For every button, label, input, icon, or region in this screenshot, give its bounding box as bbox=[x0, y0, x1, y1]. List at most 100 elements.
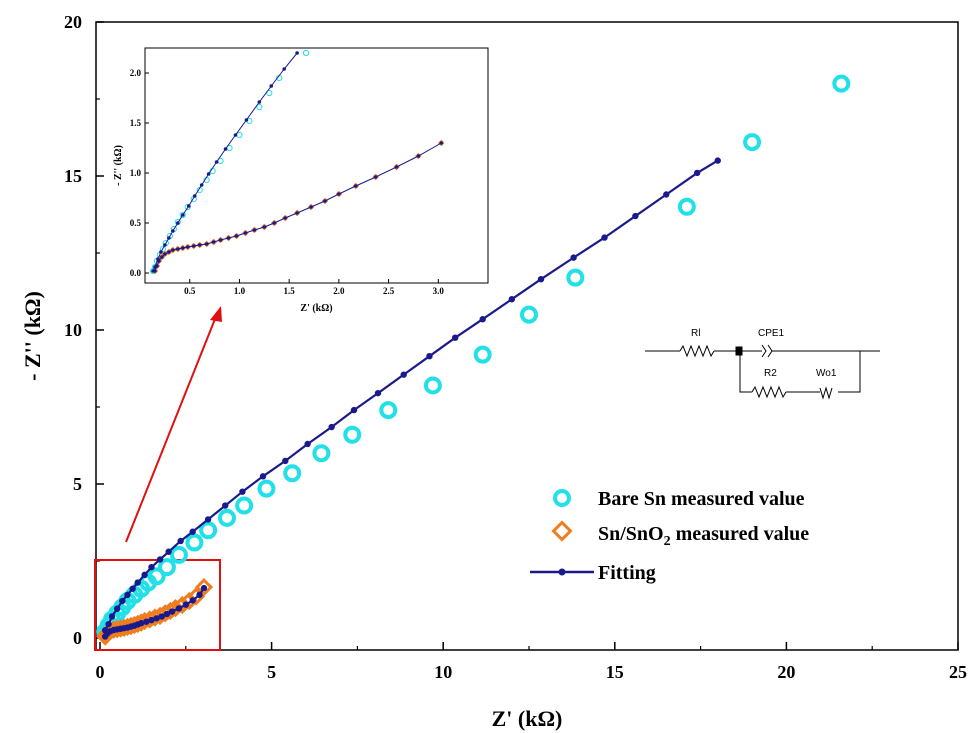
fit-point bbox=[439, 141, 444, 145]
fit-point bbox=[452, 334, 459, 341]
fit-point bbox=[197, 243, 202, 247]
bare-sn-point bbox=[257, 479, 276, 498]
x-tick-label: 5 bbox=[267, 662, 276, 682]
y-tick-label: 0 bbox=[73, 628, 82, 648]
warburg-icon bbox=[819, 386, 833, 400]
fit-point bbox=[156, 556, 164, 563]
series-group bbox=[101, 157, 721, 634]
fit-point bbox=[537, 275, 545, 283]
fit-point bbox=[211, 240, 216, 244]
cpe-icon-left bbox=[761, 344, 767, 358]
fit-point bbox=[105, 620, 112, 628]
fit-point bbox=[632, 212, 639, 220]
circuit-label-r2: R2 bbox=[764, 368, 777, 379]
bare-sn-point bbox=[266, 89, 273, 97]
fit-point bbox=[124, 591, 131, 599]
sn-sno2-point bbox=[174, 245, 182, 253]
fit-point bbox=[508, 296, 516, 303]
inset-plot-frame bbox=[144, 47, 489, 284]
fit-point bbox=[189, 597, 196, 604]
inset-x-tick-label: 1.0 bbox=[234, 286, 246, 296]
bare-sn-point bbox=[147, 567, 166, 586]
legend-label-sn-sno2-base: Sn/SnO bbox=[598, 523, 664, 545]
inset-x-tick-label: 1.5 bbox=[284, 286, 296, 296]
legend-marker-bare-sn bbox=[553, 489, 571, 507]
inset-axes: 0.5 1.0 1.5 2.0 2.5 3.0 0.0 0.5 1.0 1.5 2.0 bbox=[130, 68, 445, 296]
fit-point bbox=[243, 231, 248, 235]
bare-sn-point bbox=[343, 425, 362, 444]
sn-sno2-point bbox=[184, 243, 192, 251]
fit-point bbox=[693, 169, 701, 177]
fit-point bbox=[200, 584, 208, 592]
fit-point bbox=[244, 118, 249, 122]
fit-point bbox=[259, 473, 267, 480]
inset-y-axis-title: - Z'' (kΩ) bbox=[113, 145, 124, 186]
legend-label-fitting: Fitting bbox=[598, 562, 656, 584]
fit-point bbox=[234, 234, 239, 238]
y-tick-label: 15 bbox=[64, 166, 82, 186]
fit-point bbox=[175, 605, 183, 612]
fit-point bbox=[239, 488, 246, 495]
sn-sno2-point bbox=[437, 139, 445, 147]
fit-point bbox=[479, 316, 486, 323]
sn-sno2-point bbox=[196, 241, 203, 249]
fit-point bbox=[283, 216, 287, 220]
fit-point bbox=[180, 246, 185, 250]
bare-sn-point bbox=[179, 211, 186, 219]
fit-point bbox=[714, 157, 721, 164]
fit-point bbox=[153, 269, 157, 273]
bare-sn-point bbox=[312, 444, 331, 463]
fit-point bbox=[196, 591, 203, 599]
inset-x-axis-title: Z' (kΩ) bbox=[300, 303, 332, 314]
fit-point bbox=[180, 213, 185, 217]
series-group bbox=[101, 584, 208, 640]
bare-sn-point bbox=[473, 345, 492, 364]
circuit-label-cpe1: CPE1 bbox=[758, 328, 785, 339]
y-tick-label: 5 bbox=[73, 474, 82, 494]
inset-x-tick-label: 0.5 bbox=[184, 286, 196, 296]
bare-sn-point bbox=[199, 521, 218, 540]
fit-point bbox=[177, 537, 184, 545]
fit-point bbox=[269, 84, 274, 88]
fit-point bbox=[186, 204, 191, 208]
fit-point bbox=[141, 571, 148, 579]
fit-point bbox=[374, 389, 382, 397]
fit-point bbox=[134, 579, 141, 586]
fit-point bbox=[252, 228, 257, 232]
bare-sn-point bbox=[184, 203, 191, 211]
fit-point bbox=[295, 211, 299, 215]
fit-point bbox=[416, 154, 421, 158]
fit-point bbox=[148, 616, 155, 624]
circuit-label-wo1: Wo1 bbox=[816, 368, 837, 379]
fit-point bbox=[167, 236, 171, 240]
fit-point bbox=[148, 563, 155, 571]
fit-point bbox=[350, 406, 358, 414]
fit-point bbox=[176, 221, 180, 225]
fit-point bbox=[337, 192, 341, 196]
inset-y-tick-label: 1.5 bbox=[130, 118, 142, 128]
legend-label-sn-sno2-sub: 2 bbox=[664, 534, 671, 549]
bare-sn-point bbox=[677, 197, 696, 216]
fit-point bbox=[353, 184, 358, 188]
fit-point bbox=[223, 147, 228, 151]
fit-point bbox=[262, 225, 267, 229]
x-tick-label: 10 bbox=[434, 662, 452, 682]
main-series bbox=[96, 74, 851, 646]
sn-sno2-point bbox=[161, 601, 180, 621]
fit-point bbox=[222, 502, 229, 509]
main-plot-frame bbox=[95, 21, 959, 651]
inset-y-tick-label: 0.5 bbox=[130, 218, 142, 228]
fit-point bbox=[182, 601, 189, 608]
fit-point bbox=[191, 244, 196, 248]
x-tick-label: 15 bbox=[606, 662, 624, 682]
legend: Bare Sn measured value Sn/SnO2 measured … bbox=[530, 488, 809, 584]
fit-point bbox=[214, 160, 219, 164]
fit-point bbox=[143, 618, 150, 625]
bare-sn-point bbox=[743, 133, 762, 152]
legend-marker-sn-sno2 bbox=[551, 520, 573, 542]
circuit-label-rl: Rl bbox=[691, 328, 700, 339]
y-tick-label: 10 bbox=[64, 320, 82, 340]
bare-sn-point bbox=[169, 545, 188, 564]
fit-point bbox=[129, 585, 136, 592]
bare-sn-point bbox=[185, 533, 204, 552]
